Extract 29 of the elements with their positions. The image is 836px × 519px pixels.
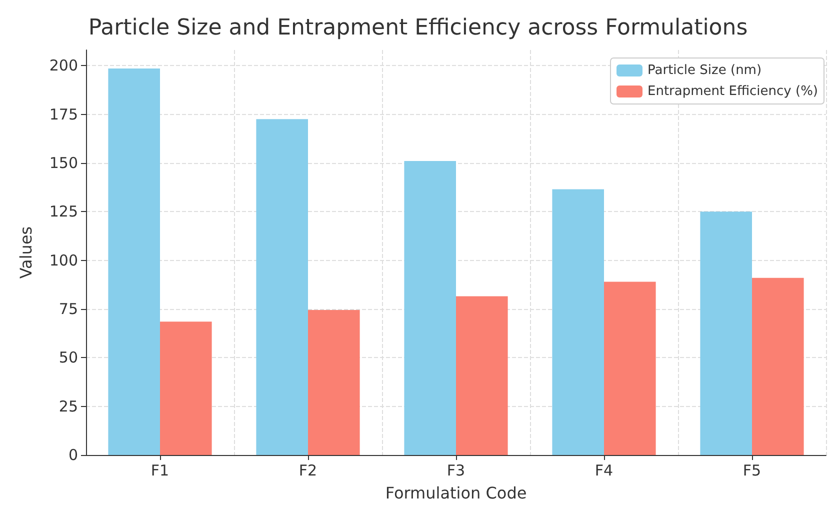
- y-axis-title: Values: [16, 226, 36, 279]
- bar: [604, 282, 656, 455]
- x-tick-label: F4: [594, 462, 614, 480]
- bar: [404, 160, 456, 455]
- x-tick-label: F5: [742, 462, 762, 480]
- x-tick-label: F3: [446, 462, 466, 480]
- x-tick-label: F2: [298, 462, 318, 480]
- bar: [256, 119, 308, 455]
- x-axis-title: Formulation Code: [385, 484, 527, 502]
- bar: [308, 310, 360, 455]
- bar: [160, 322, 212, 455]
- bar: [108, 68, 160, 455]
- chart-title: Particle Size and Entrapment Efficiency across Formulations: [88, 16, 748, 40]
- y-tick-label: 75: [58, 300, 78, 318]
- bar: [456, 296, 508, 455]
- legend-label: Particle Size (nm): [648, 63, 762, 78]
- bar: [700, 212, 752, 455]
- y-tick-label: 150: [49, 154, 78, 172]
- y-tick-label: 175: [49, 105, 78, 124]
- y-tick-label: 100: [49, 251, 78, 270]
- bar: [552, 189, 604, 455]
- y-tick-label: 25: [58, 397, 78, 416]
- y-tick-label: 125: [49, 202, 78, 221]
- y-tick-label: 50: [58, 348, 78, 367]
- bar: [752, 278, 804, 455]
- y-tick-label: 200: [49, 56, 78, 75]
- y-tick-label: 0: [68, 446, 78, 464]
- x-tick-label: F1: [150, 462, 170, 480]
- legend-label: Entrapment Efficiency (%): [648, 84, 818, 99]
